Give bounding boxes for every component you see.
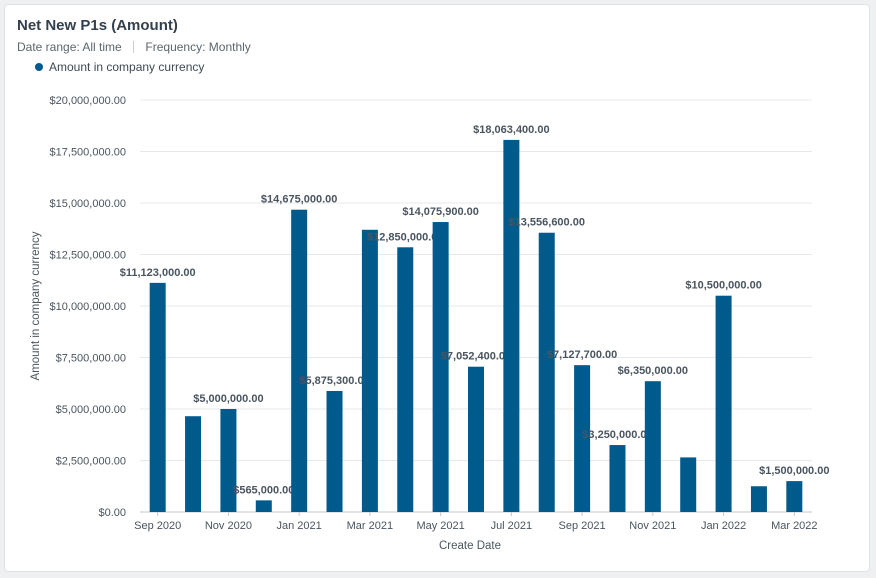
y-tick-label: $7,500,000.00 xyxy=(56,353,126,365)
data-label: $565,000.00 xyxy=(233,484,294,496)
x-tick-label: Sep 2021 xyxy=(559,520,606,532)
bar[interactable] xyxy=(468,366,484,512)
x-tick-label: Jul 2021 xyxy=(491,520,533,532)
data-label: $14,675,000.00 xyxy=(261,194,337,206)
x-tick-label: Nov 2020 xyxy=(205,520,252,532)
data-label: $7,052,400.00 xyxy=(441,351,511,363)
data-label: $5,000,000.00 xyxy=(193,393,263,405)
x-tick-label: Mar 2022 xyxy=(771,520,817,532)
x-tick-label: Jan 2021 xyxy=(277,520,322,532)
date-range-label: Date range: All time xyxy=(17,40,122,54)
bar[interactable] xyxy=(291,209,308,512)
data-label: $1,500,000.00 xyxy=(759,465,829,477)
y-tick-label: $17,500,000.00 xyxy=(50,147,126,159)
bar[interactable] xyxy=(326,390,343,512)
bar[interactable] xyxy=(538,232,555,512)
x-axis-title: Create Date xyxy=(439,540,501,552)
bar[interactable] xyxy=(185,416,202,512)
bar[interactable] xyxy=(503,139,520,512)
bar[interactable] xyxy=(786,481,803,512)
y-tick-label: $0.00 xyxy=(98,507,126,519)
bar[interactable] xyxy=(609,445,626,512)
data-label: $18,063,400.00 xyxy=(473,124,549,136)
legend-dot-icon xyxy=(35,63,43,71)
y-tick-label: $15,000,000.00 xyxy=(50,198,126,210)
bar[interactable] xyxy=(255,500,272,512)
data-label: $7,127,700.00 xyxy=(547,349,617,361)
data-label: $12,850,000.00 xyxy=(367,231,443,243)
x-tick-label: May 2021 xyxy=(416,520,464,532)
data-label: $3,250,000.00 xyxy=(582,429,652,441)
bar[interactable] xyxy=(644,381,661,512)
bar[interactable] xyxy=(432,222,449,513)
data-label: $14,075,900.00 xyxy=(402,206,478,218)
data-label: $5,875,300.00 xyxy=(299,375,369,387)
bar[interactable] xyxy=(574,365,591,512)
bar[interactable] xyxy=(220,409,237,512)
bar[interactable] xyxy=(361,229,378,512)
x-tick-label: Sep 2020 xyxy=(134,520,181,532)
chart-title: Net New P1s (Amount) xyxy=(17,17,178,34)
chart-meta: Date range: All time Frequency: Monthly xyxy=(17,40,251,54)
chart-legend[interactable]: Amount in company currency xyxy=(35,60,204,74)
x-tick-label: Jan 2022 xyxy=(701,520,746,532)
y-tick-label: $5,000,000.00 xyxy=(56,404,126,416)
x-tick-label: Nov 2021 xyxy=(629,520,676,532)
bar[interactable] xyxy=(715,295,732,512)
y-tick-label: $12,500,000.00 xyxy=(50,250,126,262)
bar[interactable] xyxy=(149,282,166,512)
data-label: $13,556,600.00 xyxy=(509,217,585,229)
bar[interactable] xyxy=(680,457,697,512)
x-tick-label: Mar 2021 xyxy=(347,520,393,532)
y-tick-label: $20,000,000.00 xyxy=(50,95,126,107)
bar[interactable] xyxy=(750,486,767,512)
y-tick-label: $10,000,000.00 xyxy=(50,301,126,313)
y-tick-label: $2,500,000.00 xyxy=(56,456,126,468)
legend-label: Amount in company currency xyxy=(49,60,205,74)
meta-divider xyxy=(133,41,135,53)
data-label: $10,500,000.00 xyxy=(685,280,761,292)
y-axis-title: Amount in company currency xyxy=(30,231,42,380)
frequency-label: Frequency: Monthly xyxy=(145,40,251,54)
bar[interactable] xyxy=(397,247,414,513)
data-label: $6,350,000.00 xyxy=(618,365,688,377)
data-label: $11,123,000.00 xyxy=(120,267,196,279)
